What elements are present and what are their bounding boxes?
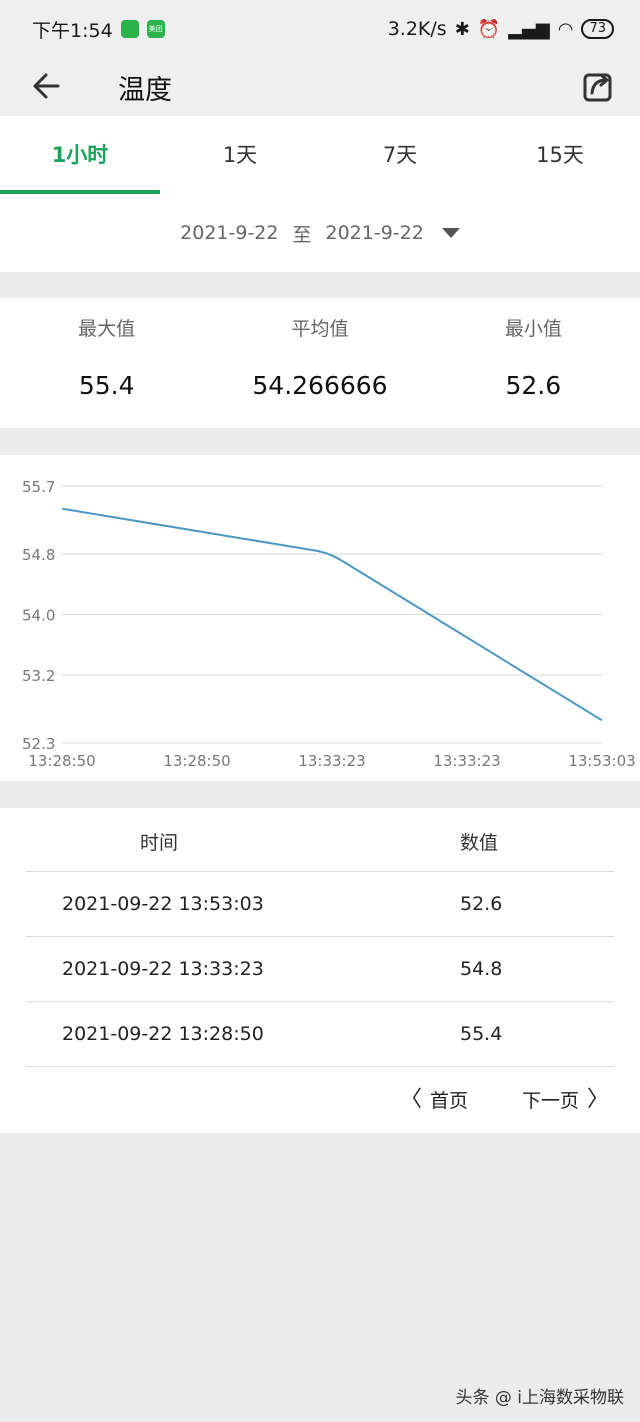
back-arrow-icon[interactable] [28, 66, 68, 106]
chevron-left-icon: 〈 [400, 1086, 423, 1112]
signal-icon: ▂▄▆ [508, 18, 550, 40]
first-page-button[interactable]: 〈 首页 [400, 1086, 468, 1113]
stat-avg-label: 平均值 [291, 318, 349, 340]
y-tick-label: 52.3 [22, 735, 55, 753]
range-panel: 1小时 1天 7天 15天 2021-9-22 至 2021-9-22 [0, 116, 640, 272]
x-tick-label: 13:53:03 [568, 752, 635, 770]
stat-max-label: 最大值 [78, 318, 136, 340]
date-separator: 至 [292, 223, 312, 246]
chart-panel: 55.7 54.8 54.0 53.2 52.3 13:28:50 13:28:50 13:3… [0, 455, 640, 781]
app-notification-icon [120, 20, 139, 38]
row-time: 2021-09-22 13:53:03 [62, 893, 264, 915]
bluetooth-icon: ✱ [454, 18, 470, 40]
page-title: 温度 [118, 75, 172, 106]
clock: 下午1:54 [32, 19, 113, 42]
wifi-icon: ◠ [557, 18, 574, 40]
stat-avg: 平均值 54.266666 [213, 298, 426, 428]
stat-min: 最小值 52.6 [427, 298, 640, 428]
row-time: 2021-09-22 13:28:50 [62, 1023, 264, 1045]
app-bar: 温度 [0, 58, 640, 116]
x-tick-label: 13:33:23 [298, 752, 365, 770]
row-value: 54.8 [460, 958, 503, 980]
status-bar: 下午1:54 美团 3.2K/s ✱ ⏰ ▂▄▆ ◠ 73 [0, 0, 640, 58]
stat-max: 最大值 55.4 [0, 298, 213, 428]
table-row: 2021-09-22 13:33:23 54.8 [26, 937, 614, 1002]
x-tick-label: 13:28:50 [28, 752, 95, 770]
stat-max-value: 55.4 [78, 371, 135, 400]
stats-panel: 最大值 55.4 平均值 54.266666 最小值 52.6 [0, 298, 640, 428]
table-row: 2021-09-22 13:28:50 55.4 [26, 1002, 614, 1067]
net-speed: 3.2K/s [387, 18, 447, 40]
data-table: 时间 数值 2021-09-22 13:53:03 52.6 2021-09-2… [0, 808, 640, 1133]
y-tick-label: 54.0 [22, 607, 55, 625]
tab-bar: 1小时 1天 7天 15天 [0, 116, 640, 194]
temperature-line-chart: 55.754.854.053.252.313:28:50 13:28:50 13:3… [22, 478, 636, 770]
y-tick-label: 54.8 [22, 546, 55, 564]
stat-avg-value: 54.266666 [252, 371, 388, 400]
tab-7-days[interactable]: 7天 [382, 143, 418, 167]
watermark: 头条 @ i上海数采物联 [455, 1388, 624, 1408]
tab-15-days[interactable]: 15天 [536, 143, 584, 167]
stat-min-value: 52.6 [505, 371, 562, 400]
row-value: 52.6 [460, 893, 503, 915]
row-value: 55.4 [460, 1023, 503, 1045]
stat-min-label: 最小值 [504, 318, 562, 340]
first-page-label: 首页 [430, 1090, 469, 1112]
pager: 〈 首页 下一页 〉 [0, 1068, 640, 1132]
meituan-notification-icon: 美团 [146, 20, 165, 38]
caret-down-icon[interactable] [441, 228, 460, 238]
end-date: 2021-9-22 [325, 222, 424, 244]
alarm-icon: ⏰ [477, 18, 501, 40]
y-tick-label: 55.7 [22, 478, 55, 496]
header-time: 时间 [140, 832, 179, 854]
battery-indicator: 73 [581, 19, 614, 39]
tab-1-hour[interactable]: 1小时 [0, 116, 160, 194]
chevron-right-icon: 〉 [587, 1086, 610, 1112]
next-page-label: 下一页 [522, 1090, 580, 1112]
row-time: 2021-09-22 13:33:23 [62, 958, 264, 980]
start-date: 2021-9-22 [180, 222, 279, 244]
date-range-picker[interactable]: 2021-9-22 至 2021-9-22 [0, 194, 640, 272]
series-line [61, 507, 603, 722]
table-row: 2021-09-22 13:53:03 52.6 [26, 872, 614, 937]
next-page-button[interactable]: 下一页 〉 [522, 1086, 609, 1113]
x-tick-label: 13:33:23 [433, 752, 500, 770]
share-icon[interactable] [578, 66, 618, 106]
x-tick-label: 13:28:50 [163, 752, 230, 770]
y-tick-label: 53.2 [22, 667, 55, 685]
header-value: 数值 [460, 832, 499, 854]
table-header: 时间 数值 [26, 808, 614, 872]
tab-1-day[interactable]: 1天 [222, 143, 258, 167]
